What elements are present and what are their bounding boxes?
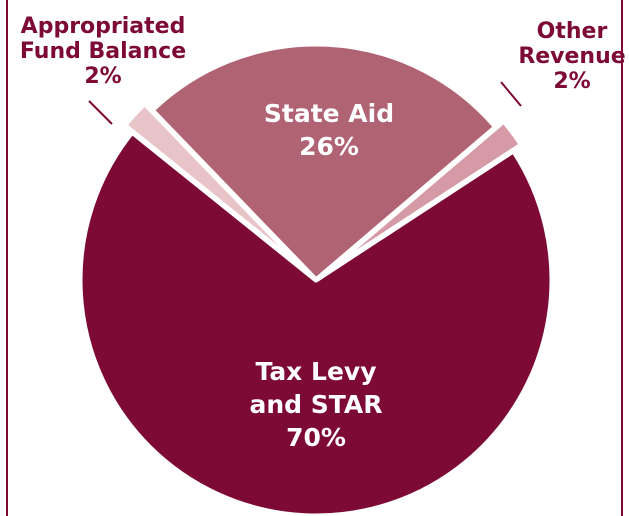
slice-label-line: Fund Balance	[20, 39, 186, 64]
pie-slice-appropriated-fund-balance	[122, 100, 312, 276]
slice-label-line: 2%	[553, 69, 590, 94]
slice-label-line: 70%	[286, 423, 346, 452]
slice-label-appropriated-fund-balance: Appropriated Fund Balance 2%	[20, 14, 186, 89]
pie-slice-other-revenue	[321, 118, 524, 277]
slice-label-line: Appropriated	[21, 14, 186, 39]
slice-label-tax-levy-and-star: Tax Levy and STAR 70%	[250, 357, 383, 452]
slice-label-state-aid: State Aid 26%	[264, 99, 394, 161]
leader-line-other-revenue	[500, 81, 522, 107]
leader-line-appropriated-fund-balance	[88, 100, 113, 125]
pie-slices	[77, 41, 555, 516]
slice-label-line: 2%	[84, 64, 121, 89]
slice-label-line: Other	[537, 19, 608, 44]
slice-label-line: and STAR	[250, 390, 383, 419]
slice-label-line: Revenue	[518, 44, 625, 69]
slice-label-line: 26%	[299, 132, 359, 161]
slice-label-other-revenue: Other Revenue 2%	[518, 19, 625, 94]
pie-slice-state-aid	[149, 41, 499, 283]
pie-labels: State Aid 26%Other Revenue 2%Tax Levy and ST…	[20, 14, 626, 452]
slice-label-line: Tax Levy	[255, 357, 376, 386]
slice-label-line: State Aid	[264, 99, 394, 128]
